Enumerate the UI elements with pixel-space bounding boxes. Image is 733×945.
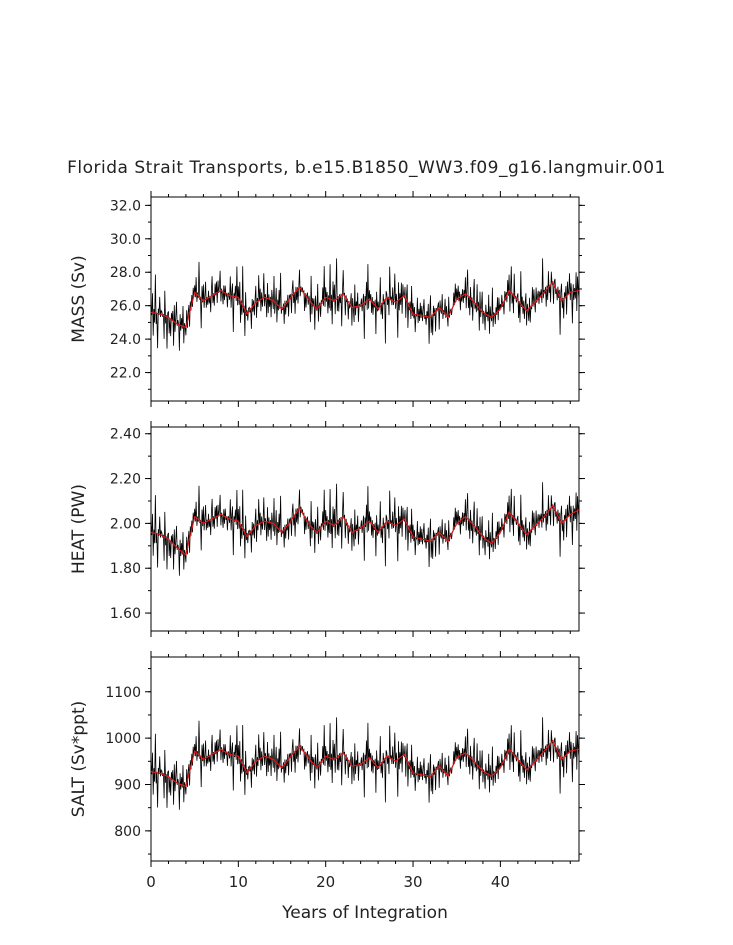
x-tick-label: 40 bbox=[491, 873, 510, 891]
monthly-transport-line bbox=[150, 258, 580, 351]
y-axis-label: MASS (Sv) bbox=[69, 255, 89, 342]
annual-mean-line bbox=[150, 504, 580, 556]
y-tick-label: 1100 bbox=[105, 685, 141, 701]
y-tick-label: 32.0 bbox=[110, 198, 141, 214]
y-tick-label: 24.0 bbox=[110, 332, 141, 348]
y-tick-label: 2.00 bbox=[110, 516, 141, 532]
y-tick-label: 900 bbox=[114, 778, 141, 794]
x-tick-label: 30 bbox=[403, 873, 422, 891]
panel-frame bbox=[150, 656, 580, 862]
y-tick-label: 28.0 bbox=[110, 265, 141, 281]
monthly-transport-line bbox=[150, 482, 580, 576]
x-tick-label: 10 bbox=[229, 873, 248, 891]
x-tick-label: 20 bbox=[316, 873, 335, 891]
y-tick-label: 26.0 bbox=[110, 299, 141, 315]
y-tick-label: 1.80 bbox=[110, 561, 141, 577]
annual-mean-line bbox=[150, 281, 580, 329]
figure-title: Florida Strait Transports, b.e15.B1850_W… bbox=[67, 158, 666, 178]
y-axis-label: SALT (Sv*ppt) bbox=[69, 701, 89, 818]
y-tick-label: 30.0 bbox=[110, 232, 141, 248]
y-tick-label: 1000 bbox=[105, 731, 141, 747]
y-tick-label: 2.20 bbox=[110, 472, 141, 488]
x-tick-label: 0 bbox=[146, 873, 156, 891]
y-tick-label: 22.0 bbox=[110, 366, 141, 382]
annual-mean-line bbox=[150, 739, 580, 788]
y-tick-label: 1.60 bbox=[110, 606, 141, 622]
y-axis-label: HEAT (PW) bbox=[69, 484, 89, 574]
y-tick-label: 800 bbox=[114, 824, 141, 840]
x-axis-label: Years of Integration bbox=[281, 903, 448, 923]
monthly-transport-line bbox=[150, 717, 580, 810]
y-tick-label: 2.40 bbox=[110, 427, 141, 443]
